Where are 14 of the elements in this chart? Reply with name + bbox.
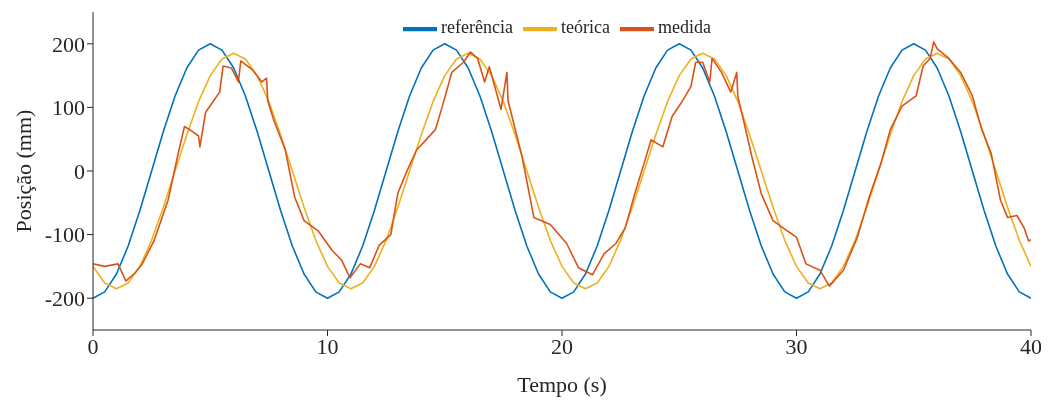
y-tick-label: -100	[44, 222, 85, 248]
y-tick-label: -200	[44, 286, 85, 312]
y-axis-title: Posição (mm)	[11, 109, 37, 233]
x-axis-title: Tempo (s)	[517, 372, 607, 397]
y-tick-label: 200	[52, 31, 85, 57]
legend-label: medida	[657, 17, 711, 38]
y-tick-label: 0	[74, 158, 85, 184]
x-tick-label: 10	[316, 333, 339, 359]
x-tick-label: 40	[1020, 333, 1042, 359]
x-tick-label: 30	[785, 333, 808, 359]
y-tick-label: 100	[52, 95, 85, 121]
legend-label: referência	[441, 17, 513, 38]
x-tick-label: 20	[551, 333, 573, 359]
legend-label: teórica	[560, 17, 610, 38]
